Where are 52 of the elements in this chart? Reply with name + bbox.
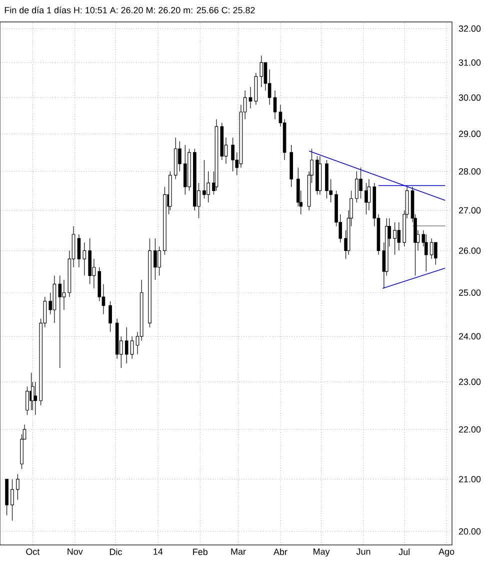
x-tick-label: Jun [356, 548, 370, 555]
x-tick-label: May [314, 548, 330, 557]
x-tick-label: Ago [438, 548, 454, 557]
y-tick-label: 32.00 [458, 25, 481, 32]
x-tick-label: Feb [193, 548, 208, 556]
y-tick-label: 28.00 [458, 168, 481, 175]
candlestick [393, 222, 396, 256]
y-tick-label: 27.00 [458, 207, 481, 214]
candlestick [77, 234, 81, 268]
candlestick [206, 171, 210, 203]
y-tick-label: 26.00 [458, 247, 481, 254]
candlestick [10, 478, 14, 522]
candlestick [355, 171, 358, 203]
candlestick [183, 144, 187, 195]
candlestick [58, 275, 62, 368]
candlestick [26, 386, 29, 416]
y-tick-label: 22.00 [458, 426, 481, 433]
y-tick-label: 31.00 [458, 59, 481, 66]
candlestick [424, 234, 428, 272]
candlestick [124, 327, 128, 364]
candlestick [434, 242, 438, 266]
x-tick-label: 14 [154, 548, 163, 555]
candlestick [260, 55, 264, 88]
candlestick [430, 238, 434, 260]
chart-title: Fin de día 1 días H: 10:51 A: 26.20 M: 26.20 m: 25.66 C: 25.82 [4, 6, 255, 14]
candlestick [397, 222, 401, 251]
candlestick [108, 300, 112, 332]
candlestick [82, 242, 86, 276]
x-tick-label: Dic [110, 548, 122, 556]
candlestick [231, 137, 234, 172]
candlestick [158, 246, 161, 276]
x-tick-label: Mar [231, 548, 246, 555]
y-tick-label: 20.00 [458, 528, 481, 535]
candlestick [202, 160, 206, 199]
y-tick-label: 25.00 [458, 289, 481, 296]
candlestick [178, 140, 182, 172]
candlestick [367, 178, 371, 211]
y-tick-label: 21.00 [458, 476, 481, 482]
candlestick [16, 474, 20, 500]
y-tick-label: 23.00 [458, 378, 481, 386]
y-tick-label: 29.00 [458, 130, 481, 138]
candlestick [273, 90, 277, 120]
x-tick-label: Oct [26, 548, 40, 555]
y-tick-label: 24.00 [458, 333, 481, 340]
candlestick [34, 382, 38, 416]
candlestick [130, 336, 134, 360]
x-tick-label: Jul [398, 548, 410, 556]
x-tick-label: Nov [68, 548, 83, 555]
x-tick-label: Abr [274, 548, 288, 556]
candlestick [359, 167, 362, 199]
candlestick [154, 238, 157, 280]
y-tick-label: 30.00 [458, 94, 481, 101]
